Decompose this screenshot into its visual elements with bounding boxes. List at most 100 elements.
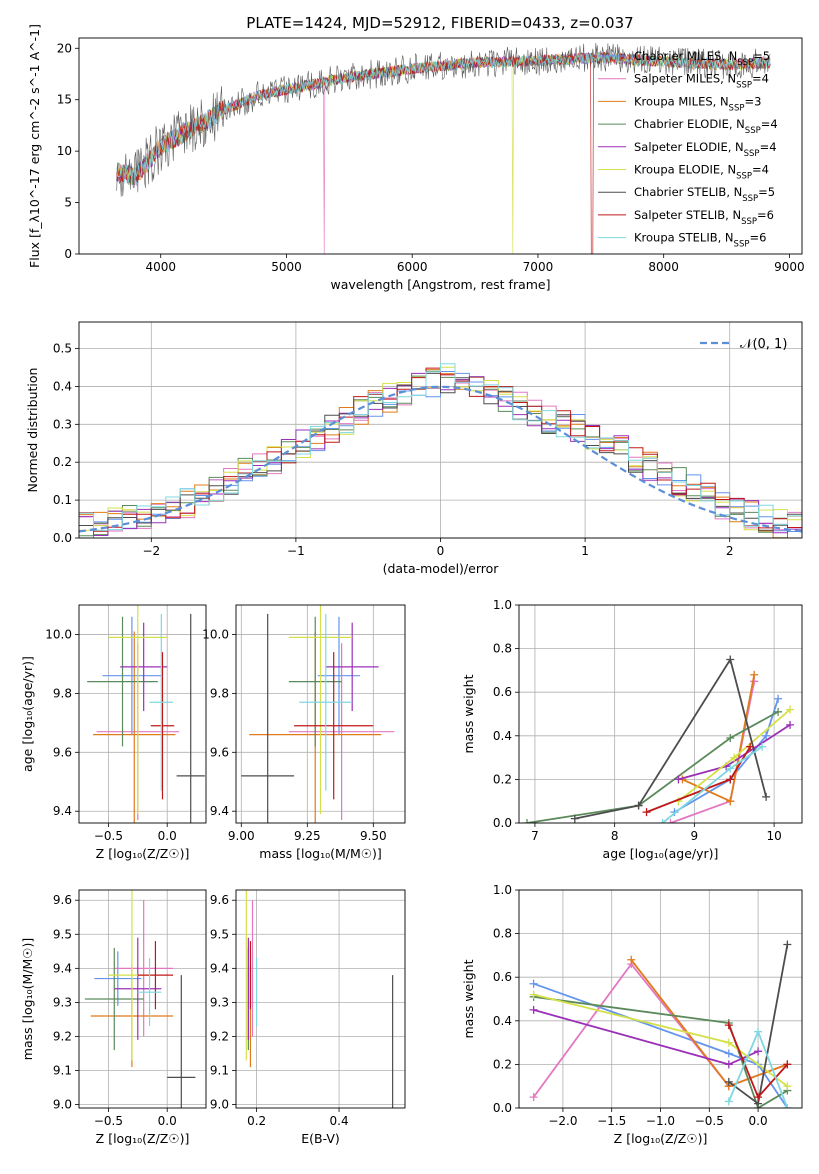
point-marker-salpeter_elodie [674, 775, 683, 784]
normal-legend-label: 𝒩(0, 1) [740, 337, 787, 352]
x-tick-label: −0.5 [695, 1114, 724, 1128]
x-tick-label: 10 [766, 829, 781, 843]
legend-label-chabrier_elodie: Chabrier ELODIE, NSSP=4 [634, 117, 778, 136]
plot-area [116, 42, 771, 254]
y-tick-label: 0.1 [53, 493, 72, 507]
y-tick-label: 0.5 [53, 342, 72, 356]
axes-frame [518, 604, 803, 824]
point-marker-chabrier_miles [774, 694, 783, 703]
x-axis-label: Z [log₁₀(Z/Z☉)] [96, 846, 190, 861]
legend-label-salpeter_miles: Salpeter MILES, NSSP=4 [634, 72, 769, 91]
y-tick-label: 9.4 [210, 961, 229, 975]
y-tick-label: 9.6 [210, 745, 229, 759]
spectrum-legend: Chabrier MILES, NSSP=5 Salpeter MILES, NS… [598, 49, 778, 250]
point-marker-chabrier_stelib [570, 814, 579, 823]
point-marker-salpeter_elodie [529, 1005, 538, 1014]
y-tick-label: 1.0 [493, 883, 512, 897]
y-tick-label: 9.6 [53, 893, 72, 907]
y-tick-label: 9.0 [53, 1098, 72, 1112]
point-marker-kroupa_miles [627, 955, 636, 964]
x-axis-label: mass [log₁₀(M/M☉)] [259, 846, 381, 861]
point-marker-salpeter_elodie [786, 720, 795, 729]
point-marker-kroupa_stelib [783, 1104, 792, 1108]
plot-area [79, 363, 802, 538]
plot-area [245, 890, 394, 1108]
y-tick-label: 0.4 [493, 729, 512, 743]
y-tick-label: 9.5 [53, 927, 72, 941]
point-marker-kroupa_stelib [726, 764, 735, 773]
x-tick-label: −1 [287, 544, 305, 558]
x-tick-label: −2 [142, 544, 160, 558]
x-tick-label: 9 [691, 829, 699, 843]
point-marker-salpeter_stelib [642, 808, 651, 817]
x-tick-label: −1.5 [597, 1114, 626, 1128]
series-line-chabrier_stelib [574, 657, 767, 820]
point-marker-kroupa_stelib [658, 819, 667, 823]
x-tick-label: 7 [531, 829, 539, 843]
x-tick-label: 8000 [648, 260, 679, 274]
legend-label-chabrier_stelib: Chabrier STELIB, NSSP=5 [634, 185, 775, 204]
normal-curve [79, 385, 802, 533]
legend-label-salpeter_stelib: Salpeter STELIB, NSSP=6 [634, 208, 774, 227]
y-tick-label: 0 [64, 247, 72, 261]
x-tick-label: 4000 [145, 260, 176, 274]
point-marker-salpeter_stelib [726, 775, 735, 784]
y-tick-label: 20 [57, 41, 72, 55]
x-tick-label: 1 [581, 544, 589, 558]
y-axis-label: Normed distribution [25, 368, 40, 493]
point-marker-salpeter_elodie [724, 1060, 733, 1069]
series-line-salpeter_elodie [533, 1009, 759, 1066]
axes-frame [78, 37, 803, 255]
y-tick-label: 0.6 [493, 685, 512, 699]
spectrum-line-kroupa_stelib [116, 52, 771, 184]
point-marker-chabrier_stelib [634, 801, 643, 810]
y-tick-label: 9.8 [53, 686, 72, 700]
point-marker-kroupa_elodie [786, 705, 795, 714]
point-marker-chabrier_elodie [774, 707, 783, 716]
legend-label-kroupa_elodie: Kroupa ELODIE, NSSP=4 [634, 163, 769, 182]
x-tick-label: 8 [611, 829, 619, 843]
plot-area [241, 605, 395, 823]
plot-area [87, 605, 205, 823]
spectrum-panel: 4000 5000 6000 7000 8000 9000 0 5 10 15 20 waveleng… [27, 24, 805, 292]
point-marker-salpeter_stelib [754, 1093, 763, 1102]
axes-frame [235, 604, 406, 824]
point-marker-kroupa_miles [726, 797, 735, 806]
x-tick-label: −1.0 [646, 1114, 675, 1128]
plot-area [522, 655, 795, 823]
x-tick-label: −2.0 [548, 1114, 577, 1128]
y-tick-label: 9.5 [210, 927, 229, 941]
y-tick-label: 9.6 [210, 893, 229, 907]
age-vs-mass-panel: 9.00 9.25 9.50 9.4 9.6 9.8 10.0 mass [log₁₀(M/M… [202, 604, 406, 861]
y-tick-label: 9.2 [53, 1029, 72, 1043]
y-tick-label: 0.4 [493, 1014, 512, 1028]
legend-label-chabrier_miles: Chabrier MILES, NSSP=5 [634, 49, 770, 68]
x-axis-label: wavelength [Angstrom, rest frame] [330, 277, 550, 292]
x-axis-label: Z [log₁₀(Z/Z☉)] [614, 1131, 708, 1146]
x-tick-label: 9000 [774, 260, 805, 274]
point-marker-kroupa_stelib [724, 1097, 733, 1106]
mass-weight-vs-Z-panel: −2.0 −1.5 −1.0 −0.5 0.0 0.0 0.2 0.4 0.6 0.8 1.0 Z [… [461, 883, 803, 1146]
x-tick-label: 0.4 [330, 1114, 349, 1128]
axes-frame [78, 889, 207, 1109]
y-tick-label: 0.3 [53, 417, 72, 431]
point-marker-kroupa_elodie [724, 1038, 733, 1047]
point-marker-chabrier_miles [529, 979, 538, 988]
x-axis-label: Z [log₁₀(Z/Z☉)] [96, 1131, 190, 1146]
series-line-salpeter_elodie [678, 724, 791, 781]
y-tick-label: 9.2 [210, 1029, 229, 1043]
y-tick-label: 9.1 [53, 1064, 72, 1078]
x-tick-label: 0.2 [247, 1114, 266, 1128]
point-marker-salpeter_stelib [746, 742, 755, 751]
x-axis-label: (data-model)/error [383, 561, 500, 576]
y-tick-label: 1.0 [493, 598, 512, 612]
y-tick-label: 9.0 [210, 1098, 229, 1112]
axes-frame [78, 604, 207, 824]
x-tick-label: −0.5 [94, 1114, 123, 1128]
age-vs-Z-panel: −0.5 0.0 9.4 9.6 9.8 10.0 Z [log₁₀(Z/Z☉)] age [… [20, 604, 207, 861]
x-tick-label: 5000 [271, 260, 302, 274]
histogram-kroupa_stelib [79, 363, 802, 531]
y-tick-label: 0.4 [53, 379, 72, 393]
y-axis-label: age [log₁₀(age/yr)] [20, 656, 35, 772]
